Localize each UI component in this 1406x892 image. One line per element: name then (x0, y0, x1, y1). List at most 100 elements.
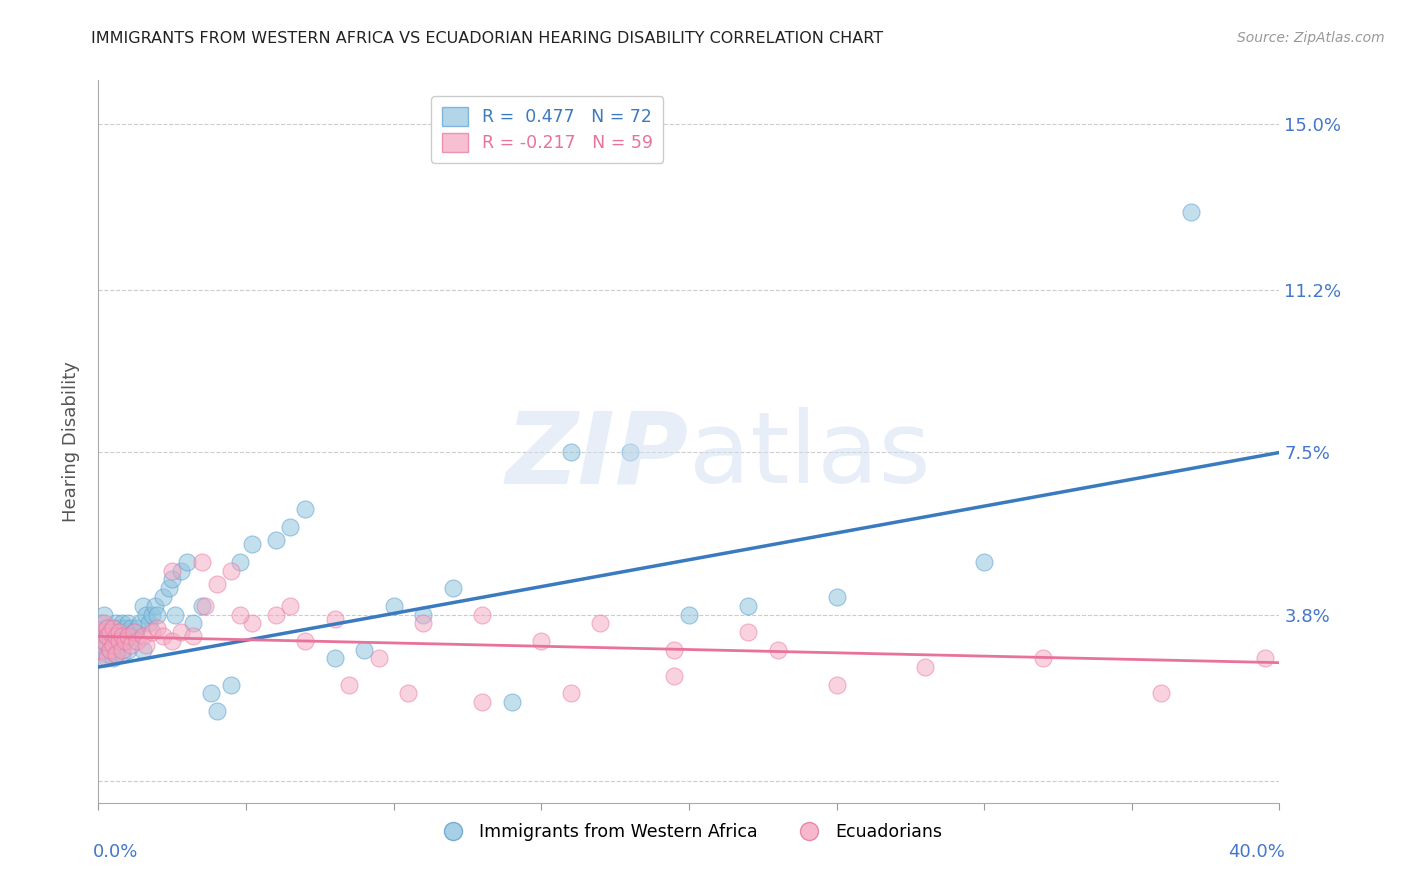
Point (96, 647, 118, 661)
Point (93, 607, 115, 622)
Text: atlas: atlas (689, 408, 931, 505)
Point (152, 590, 174, 604)
Point (122, 625, 145, 640)
Point (280, 599, 302, 613)
Point (105, 629, 128, 643)
Point (108, 621, 131, 635)
Point (221, 564, 243, 578)
Point (1150, 686, 1173, 700)
Point (132, 629, 155, 643)
Point (90, 625, 112, 640)
Point (90, 642, 112, 657)
Point (200, 686, 222, 700)
Point (128, 616, 150, 631)
Point (96, 621, 118, 635)
Point (664, 669, 686, 683)
Point (973, 555, 995, 569)
Point (132, 642, 155, 657)
Point (398, 686, 420, 700)
Text: 40.0%: 40.0% (1229, 843, 1285, 861)
Point (619, 445, 641, 459)
Point (412, 607, 434, 622)
Point (98, 642, 121, 657)
Point (825, 590, 848, 604)
Point (323, 612, 346, 626)
Point (441, 581, 464, 595)
Point (111, 616, 134, 631)
Point (93, 616, 115, 631)
Point (914, 660, 936, 674)
Point (93, 633, 115, 648)
Point (170, 625, 193, 640)
Point (766, 642, 789, 657)
Point (96, 651, 118, 665)
Point (105, 633, 128, 648)
Point (1254, 651, 1277, 665)
Point (1032, 651, 1054, 665)
Point (96, 638, 118, 652)
Point (176, 555, 198, 569)
Point (111, 647, 134, 661)
Point (103, 638, 125, 652)
Legend: Immigrants from Western Africa, Ecuadorians: Immigrants from Western Africa, Ecuadori… (429, 816, 949, 848)
Point (146, 621, 169, 635)
Point (98, 625, 121, 640)
Point (96, 621, 118, 635)
Point (1180, 204, 1202, 219)
Point (120, 629, 142, 643)
Point (114, 621, 136, 635)
Point (108, 629, 131, 643)
Point (105, 625, 128, 640)
Point (229, 555, 252, 569)
Point (560, 686, 582, 700)
Point (229, 607, 252, 622)
Point (96, 629, 118, 643)
Point (114, 633, 136, 648)
Point (138, 616, 160, 631)
Point (194, 599, 217, 613)
Point (98, 633, 121, 648)
Point (412, 616, 434, 631)
Text: IMMIGRANTS FROM WESTERN AFRICA VS ECUADORIAN HEARING DISABILITY CORRELATION CHAR: IMMIGRANTS FROM WESTERN AFRICA VS ECUADO… (91, 31, 883, 46)
Point (294, 502, 316, 516)
Point (737, 599, 759, 613)
Point (368, 651, 391, 665)
Point (120, 638, 142, 652)
Point (165, 607, 187, 622)
Point (103, 651, 125, 665)
Point (264, 607, 287, 622)
Point (240, 537, 263, 551)
Y-axis label: Hearing Disability: Hearing Disability (62, 361, 80, 522)
Point (146, 607, 169, 622)
Point (181, 616, 204, 631)
Point (105, 647, 128, 661)
Point (93, 625, 115, 640)
Point (530, 633, 553, 648)
Point (125, 621, 148, 635)
Point (280, 520, 302, 534)
Text: ZIP: ZIP (506, 408, 689, 505)
Point (108, 633, 131, 648)
Point (90, 616, 112, 631)
Text: 0.0%: 0.0% (93, 843, 138, 861)
Point (589, 616, 612, 631)
Point (103, 629, 125, 643)
Point (560, 445, 582, 459)
Point (191, 599, 214, 613)
Point (141, 607, 163, 622)
Point (108, 625, 131, 640)
Point (294, 633, 316, 648)
Point (122, 625, 145, 640)
Point (117, 642, 139, 657)
Point (323, 651, 346, 665)
Point (103, 621, 125, 635)
Point (98, 625, 121, 640)
Point (98, 642, 121, 657)
Point (825, 677, 848, 691)
Point (111, 629, 134, 643)
Point (264, 533, 287, 547)
Point (664, 642, 686, 657)
Point (501, 695, 523, 709)
Point (382, 599, 405, 613)
Point (152, 629, 174, 643)
